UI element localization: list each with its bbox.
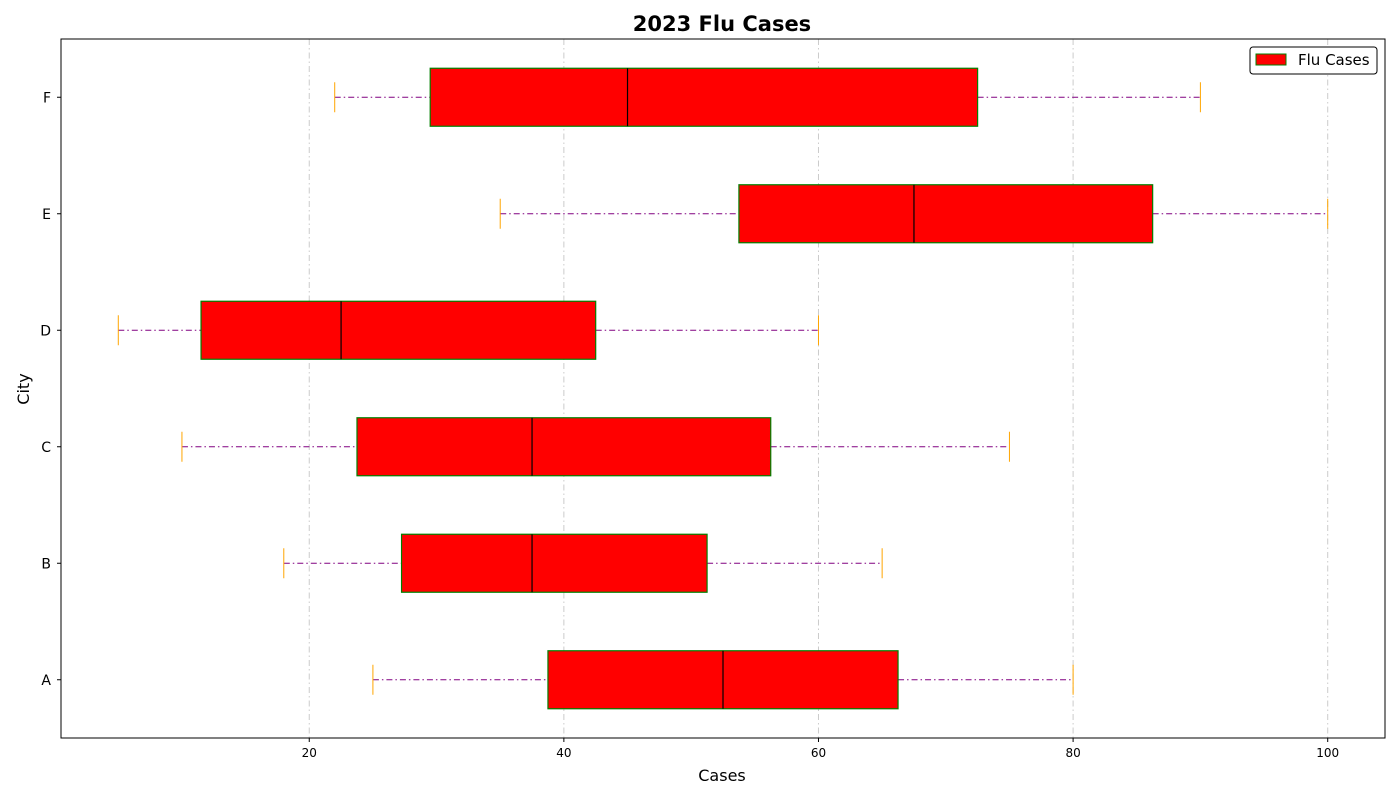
box-e: [738, 184, 1154, 244]
box-group-d: [117, 300, 819, 360]
box-group-e: [499, 184, 1329, 244]
y-axis-ticks: A B C D E F: [40, 90, 61, 689]
boxes-group: [117, 67, 1329, 710]
y-tick-label-A: A: [41, 673, 51, 689]
grid-lines: [308, 39, 1329, 738]
x-tick-label-100: 100: [1316, 746, 1339, 760]
legend: Flu Cases: [1249, 46, 1378, 75]
y-axis-title: City: [14, 373, 33, 404]
y-tick-label-F: F: [43, 90, 51, 106]
x-tick-label-80: 80: [1065, 746, 1080, 760]
x-axis-title: Cases: [698, 766, 746, 785]
x-tick-label-40: 40: [556, 746, 571, 760]
legend-swatch-flu-cases: [1255, 53, 1287, 66]
plot-area-frame: [60, 38, 1386, 739]
y-tick-label-B: B: [41, 556, 51, 572]
box-b: [400, 533, 708, 593]
y-tick-label-C: C: [41, 440, 51, 456]
box-group-c: [181, 417, 1010, 477]
y-tick-label-D: D: [40, 323, 51, 339]
box-group-b: [283, 533, 883, 593]
box-group-f: [334, 67, 1201, 127]
legend-label-flu-cases: Flu Cases: [1298, 51, 1370, 69]
box-group-a: [372, 650, 1074, 710]
y-tick-label-E: E: [42, 207, 51, 223]
box-d: [200, 300, 597, 360]
x-axis-ticks: 20 40 60 80 100: [302, 738, 1339, 760]
x-tick-label-20: 20: [302, 746, 317, 760]
box-f: [429, 67, 979, 127]
x-tick-label-60: 60: [811, 746, 826, 760]
box-c: [356, 417, 772, 477]
chart-title: 2023 Flu Cases: [633, 12, 811, 36]
